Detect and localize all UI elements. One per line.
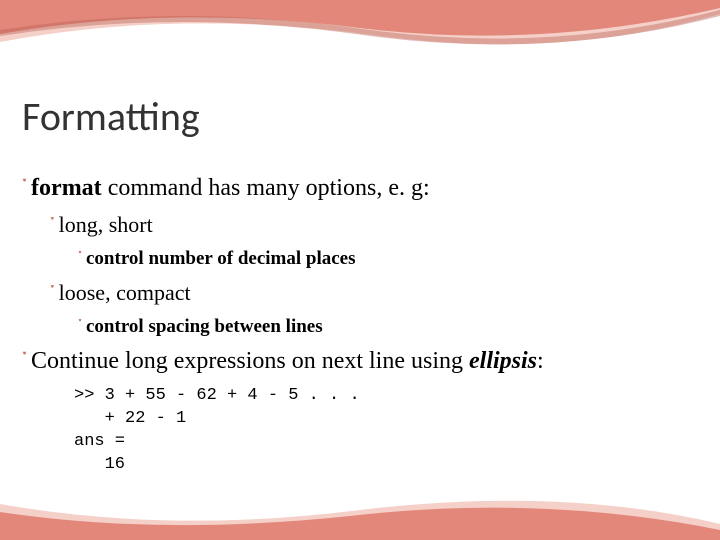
bullet-icon: ་: [22, 176, 27, 200]
line6-tail: :: [537, 348, 544, 374]
code-line: >> 3 + 55 - 62 + 4 - 5 . . .: [74, 386, 360, 405]
bullet-text: control spacing between lines: [86, 316, 323, 338]
code-example: >> 3 + 55 - 62 + 4 - 5 . . . + 22 - 1 an…: [74, 385, 698, 477]
code-line: ans =: [74, 432, 125, 451]
bullet-text: format command has many options, e. g:: [31, 175, 430, 202]
bullet-icon: ་: [50, 282, 55, 304]
bullet-spacing: ་ control spacing between lines: [78, 316, 698, 338]
code-line: 16: [74, 455, 125, 474]
code-line: + 22 - 1: [74, 409, 186, 428]
slide-title: Formatting: [22, 92, 698, 141]
bullet-text: long, short: [59, 212, 153, 238]
bullet-loose-compact: ་ loose, compact: [50, 280, 698, 306]
bullet-icon: ་: [22, 349, 27, 373]
bullet-icon: ་: [78, 249, 82, 268]
bullet-long-short: ་ long, short: [50, 212, 698, 238]
bullet-text: Continue long expressions on next line u…: [31, 348, 544, 375]
slide-content: Formatting ་ format command has many opt…: [0, 0, 720, 477]
bullet-text: loose, compact: [59, 280, 191, 306]
bullet-icon: ་: [50, 214, 55, 236]
format-keyword: format: [31, 175, 102, 201]
bullet-decimal-places: ་ control number of decimal places: [78, 248, 698, 270]
line6-lead: Continue long expressions on next line u…: [31, 348, 469, 374]
decorative-swoosh-bottom: [0, 480, 720, 540]
line1-rest: command has many options, e. g:: [102, 175, 430, 201]
ellipsis-keyword: ellipsis: [469, 348, 537, 374]
bullet-ellipsis: ་ Continue long expressions on next line…: [22, 348, 698, 375]
bullet-format-command: ་ format command has many options, e. g:: [22, 175, 698, 202]
bullet-text: control number of decimal places: [86, 248, 356, 270]
bullet-icon: ་: [78, 317, 82, 336]
